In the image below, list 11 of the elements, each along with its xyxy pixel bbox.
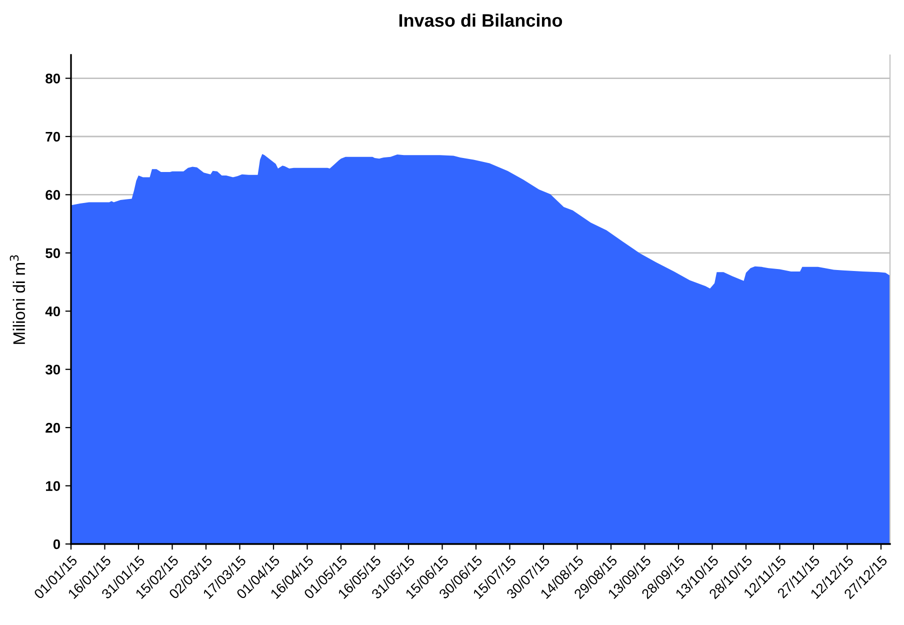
y-tick-label: 20 xyxy=(46,422,60,433)
y-tick-label: 70 xyxy=(46,132,60,142)
y-axis-title: Milioni di m$^{3}$ xyxy=(10,255,26,344)
y-tick-label: 60 xyxy=(46,190,60,200)
y-tick-label: 40 xyxy=(45,306,60,316)
y-tick-label: 30 xyxy=(45,364,60,375)
y-tick-label: 10 xyxy=(46,481,60,491)
y-tick-label: 50 xyxy=(46,248,60,258)
chart-title: Invaso di Bilancino xyxy=(399,14,562,27)
y-tick-label: 0 xyxy=(53,539,60,550)
y-tick-label: 80 xyxy=(46,74,60,84)
